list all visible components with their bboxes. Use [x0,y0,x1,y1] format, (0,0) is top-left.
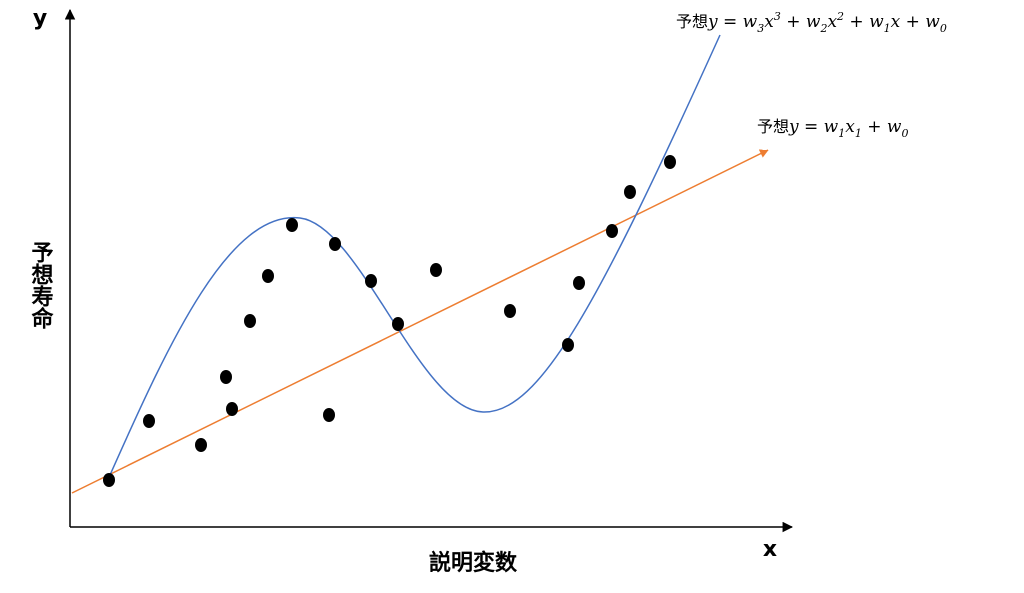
label-part: + w [844,12,884,32]
y-title: 予想寿命 [28,241,54,330]
label-part: 3 [757,22,764,35]
label-part: 1 [884,22,891,35]
cubic-fit [109,34,721,476]
label-part: 2 [819,22,827,35]
label-part: x [845,117,855,137]
label-part: y = w [788,117,839,137]
label-part: x [827,12,837,32]
label-part: y = w [707,12,758,32]
label-part: 予想 [757,117,789,136]
label-part: + w [862,117,902,137]
label-part: 1 [855,127,862,140]
points [103,155,676,487]
linear-fit [71,149,769,494]
label-part: 3 [774,10,781,23]
label-part: 予想 [676,12,708,31]
label-part: 1 [838,127,845,140]
linear-label: 予想y = w1x1 + w0 [757,117,908,140]
label-part: + w [781,12,821,32]
x-axis-label: x [763,537,777,562]
label-part: x + w [891,12,941,32]
y-axis-label: y [33,6,47,31]
x-title: 説明変数 [429,550,518,576]
cubic-label: 予想y = w3x3 + w2x2 + w1x + w0 [676,10,947,35]
label-part: 2 [836,10,844,23]
label-part: 0 [940,22,947,35]
label-part: 0 [901,127,908,140]
label-part: x [764,12,774,32]
